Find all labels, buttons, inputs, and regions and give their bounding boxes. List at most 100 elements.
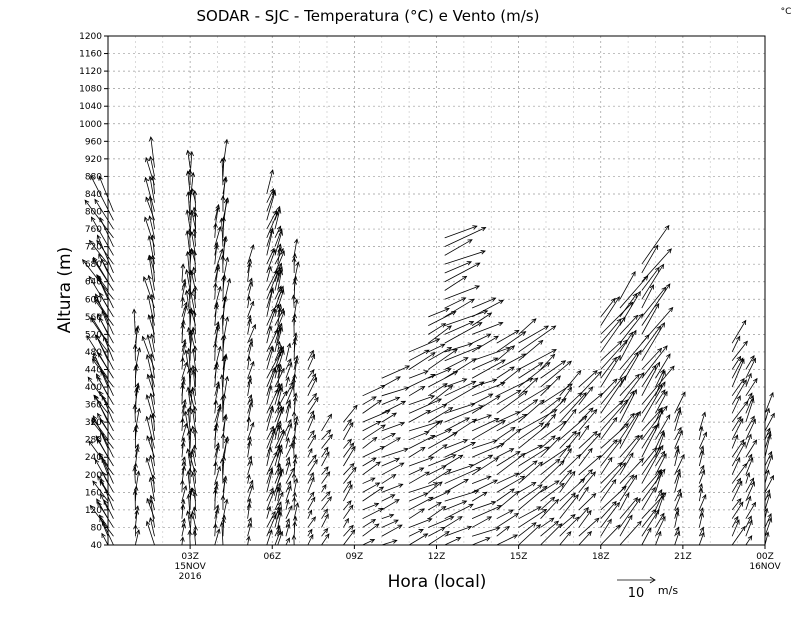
wind-vector-shaft (698, 483, 703, 493)
wind-vector-head (92, 257, 97, 264)
wind-vector-shaft (540, 414, 556, 432)
wind-vector-shaft (559, 431, 581, 458)
wind-vector-head (277, 303, 282, 309)
wind-vector (674, 448, 680, 467)
wind-vector (731, 355, 742, 370)
wind-vector (518, 409, 558, 432)
wind-vector-shaft (600, 479, 617, 502)
wind-vector-shaft (428, 347, 452, 362)
wind-vector-head (462, 438, 469, 444)
wind-vector-shaft (428, 481, 443, 493)
wind-vector-shaft (321, 514, 329, 528)
wind-vector-shaft (247, 402, 253, 423)
wind-vector-head (213, 484, 219, 490)
chart-title: SODAR - SJC - Temperatura (°C) e Vento (… (197, 7, 540, 25)
wind-vector-head (224, 197, 230, 203)
wind-vector (698, 449, 705, 467)
wind-vector (285, 376, 290, 388)
wind-vector-head (560, 360, 567, 365)
wind-vector (641, 345, 668, 379)
wind-vector (745, 481, 755, 502)
wind-vector-head (617, 439, 622, 445)
wind-vector-shaft (540, 360, 566, 379)
wind-vector-shaft (408, 398, 442, 414)
wind-vector-shaft (214, 381, 220, 396)
wind-vector (655, 353, 671, 379)
wind-vector (285, 437, 290, 449)
wind-vector (362, 420, 382, 432)
wind-vector-head (215, 383, 221, 389)
wind-vector-shaft (518, 422, 544, 441)
wind-vector-shaft (471, 299, 504, 318)
wind-vector-head (419, 508, 425, 513)
wind-vector (181, 338, 187, 353)
wind-vector-shaft (181, 461, 186, 475)
wind-vector-head (294, 502, 300, 508)
wind-vector (285, 381, 294, 396)
wind-vector (698, 469, 706, 484)
wind-vector-shaft (134, 325, 139, 344)
wind-vector-head (191, 326, 196, 332)
wind-vector-head (514, 490, 520, 496)
wind-vector-shaft (764, 428, 771, 440)
wind-vector-shaft (285, 343, 291, 361)
wind-vector (540, 445, 572, 467)
wind-vector-head (289, 381, 294, 387)
wind-vector-head (141, 335, 147, 342)
wind-vector-head (461, 275, 468, 281)
wind-vector-shaft (745, 472, 750, 484)
wind-vector-head (189, 307, 195, 314)
wind-vector (518, 362, 551, 388)
wind-vector-shaft (92, 415, 114, 458)
wind-vector-shaft (191, 188, 196, 203)
wind-vector-head (543, 325, 550, 331)
wind-vector (381, 524, 403, 537)
wind-vector-shaft (343, 467, 357, 484)
wind-vector-head (94, 458, 100, 465)
wind-vector (619, 492, 630, 511)
wind-vector-head (632, 329, 637, 336)
wind-vector (444, 503, 474, 520)
wind-vector-shaft (188, 431, 191, 458)
wind-vector (745, 415, 755, 432)
wind-vector (285, 467, 295, 484)
wind-vector-shaft (247, 436, 251, 449)
wind-vector-shaft (518, 377, 538, 397)
wind-vector (641, 306, 674, 344)
wind-vector-shaft (559, 370, 582, 397)
wind-vector-shaft (471, 312, 492, 326)
wind-vector-head (134, 505, 140, 511)
wind-vector-head (516, 428, 522, 434)
wind-vector (674, 426, 682, 440)
wind-vector-shaft (188, 494, 191, 519)
wind-vector (148, 254, 155, 274)
wind-vector (181, 402, 187, 423)
wind-vector (134, 362, 139, 379)
wind-vector (444, 500, 468, 511)
wind-vector-shaft (189, 172, 194, 203)
wind-vector-shaft (293, 454, 297, 467)
wind-vector-shaft (698, 488, 703, 502)
wind-vector-head (509, 448, 515, 453)
wind-vector-head (587, 447, 593, 453)
wind-vector (247, 300, 255, 317)
wind-vector-shaft (731, 320, 747, 344)
y-tick-label: 720 (85, 243, 102, 253)
wind-vector-head (181, 465, 187, 471)
wind-vector (277, 262, 283, 274)
wind-vector-head (186, 191, 191, 197)
wind-vector-shaft (214, 509, 219, 528)
wind-vector (444, 525, 473, 537)
wind-vector-head (616, 318, 622, 324)
wind-vector-shaft (698, 465, 705, 475)
wind-vector (731, 441, 746, 467)
wind-vector (745, 495, 752, 511)
wind-vector-shaft (134, 471, 140, 493)
wind-vector (408, 533, 429, 546)
wind-vector (496, 411, 521, 423)
wind-vector (103, 335, 114, 361)
wind-vector (285, 480, 292, 493)
wind-vector-shaft (181, 339, 186, 353)
wind-vector (496, 377, 534, 397)
